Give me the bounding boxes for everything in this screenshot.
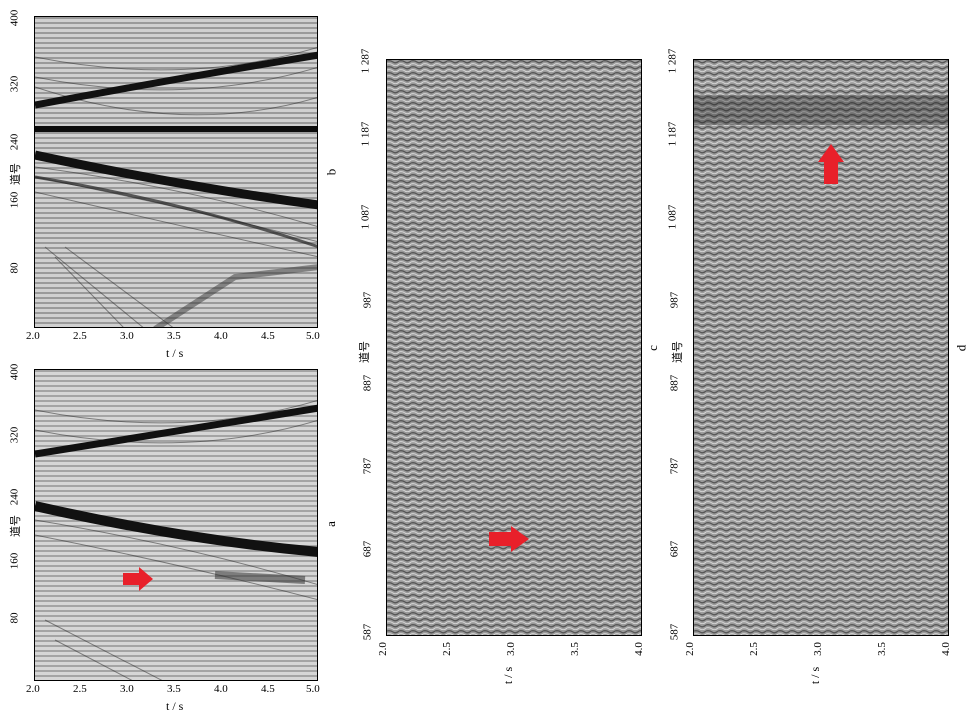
y-axis-title-c: 道号 [359, 341, 371, 363]
x-tick-d-1: 2.5 [747, 642, 760, 656]
y-tick-c-1: 687 [361, 540, 374, 558]
y-tick-b-4: 400 [8, 9, 21, 27]
y-tick-d-7: 1 287 [666, 48, 679, 74]
y-tick-d-5: 1 087 [666, 204, 679, 230]
x-tick-a-1: 2.5 [73, 683, 87, 695]
x-axis-title-b: t / s [166, 346, 184, 360]
seismic-image-d [694, 60, 948, 635]
x-axis-title-d: t / s [808, 666, 823, 685]
seismic-plot-c [386, 59, 642, 636]
y-axis-title-a: 道号 [10, 515, 22, 537]
y-tick-d-6: 1 187 [666, 121, 679, 147]
red-arrow-d [818, 144, 844, 184]
y-tick-c-4: 987 [361, 291, 374, 309]
y-tick-d-1: 687 [668, 540, 681, 558]
seismic-plot-d [693, 59, 949, 636]
x-tick-a-3: 3.5 [167, 683, 181, 695]
y-tick-a-4: 400 [8, 363, 21, 381]
x-tick-a-2: 3.0 [120, 683, 134, 695]
x-tick-b-3: 3.5 [167, 330, 181, 342]
x-tick-b-2: 3.0 [120, 330, 134, 342]
y-tick-a-0: 80 [8, 612, 21, 624]
y-axis-title-d: 道号 [672, 341, 684, 363]
y-tick-b-0: 80 [8, 262, 21, 274]
y-tick-d-0: 587 [668, 623, 681, 641]
y-tick-b-1: 160 [8, 191, 21, 209]
y-tick-c-2: 787 [361, 457, 374, 475]
y-tick-c-6: 1 187 [359, 121, 372, 147]
x-tick-b-5: 4.5 [261, 330, 275, 342]
panel-letter-c: c [644, 345, 660, 351]
x-tick-b-4: 4.0 [214, 330, 228, 342]
panel-letter-a: a [322, 521, 338, 527]
y-tick-b-3: 320 [8, 75, 21, 93]
x-axis-title-a: t / s [166, 699, 184, 713]
x-tick-c-3: 3.5 [568, 642, 581, 656]
seismic-image-c [387, 60, 641, 635]
panel-letter-b: b [323, 168, 339, 176]
y-tick-d-3: 887 [668, 374, 681, 392]
x-tick-d-3: 3.5 [875, 642, 888, 656]
y-tick-c-3: 887 [361, 374, 374, 392]
y-tick-a-3: 320 [8, 426, 21, 444]
y-tick-d-4: 987 [668, 291, 681, 309]
seismic-plot-a [34, 369, 318, 681]
x-axis-title-c: t / s [501, 666, 516, 685]
seismic-plot-b [34, 16, 318, 328]
y-tick-d-2: 787 [668, 457, 681, 475]
y-tick-c-0: 587 [361, 623, 374, 641]
x-tick-b-0: 2.0 [26, 330, 40, 342]
y-tick-a-2: 240 [8, 488, 21, 506]
x-tick-c-1: 2.5 [440, 642, 453, 656]
x-tick-c-4: 4.0 [632, 642, 645, 656]
x-tick-d-0: 2.0 [683, 642, 696, 656]
x-tick-a-5: 4.5 [261, 683, 275, 695]
y-axis-title-b: 道号 [10, 163, 22, 185]
seismic-image-b [35, 17, 317, 327]
panel-letter-d: d [953, 344, 969, 352]
y-tick-c-7: 1 287 [359, 48, 372, 74]
x-tick-b-1: 2.5 [73, 330, 87, 342]
x-tick-c-2: 3.0 [504, 642, 517, 656]
red-arrow-c [489, 526, 529, 552]
red-arrow-a [123, 567, 153, 591]
y-tick-c-5: 1 087 [359, 204, 372, 230]
seismic-image-a [35, 370, 317, 680]
y-tick-a-1: 160 [8, 552, 21, 570]
x-tick-c-0: 2.0 [376, 642, 389, 656]
y-tick-b-2: 240 [8, 133, 21, 151]
x-tick-a-4: 4.0 [214, 683, 228, 695]
x-tick-d-2: 3.0 [811, 642, 824, 656]
x-tick-d-4: 4.0 [939, 642, 952, 656]
x-tick-b-6: 5.0 [306, 330, 320, 342]
x-tick-a-6: 5.0 [306, 683, 320, 695]
x-tick-a-0: 2.0 [26, 683, 40, 695]
